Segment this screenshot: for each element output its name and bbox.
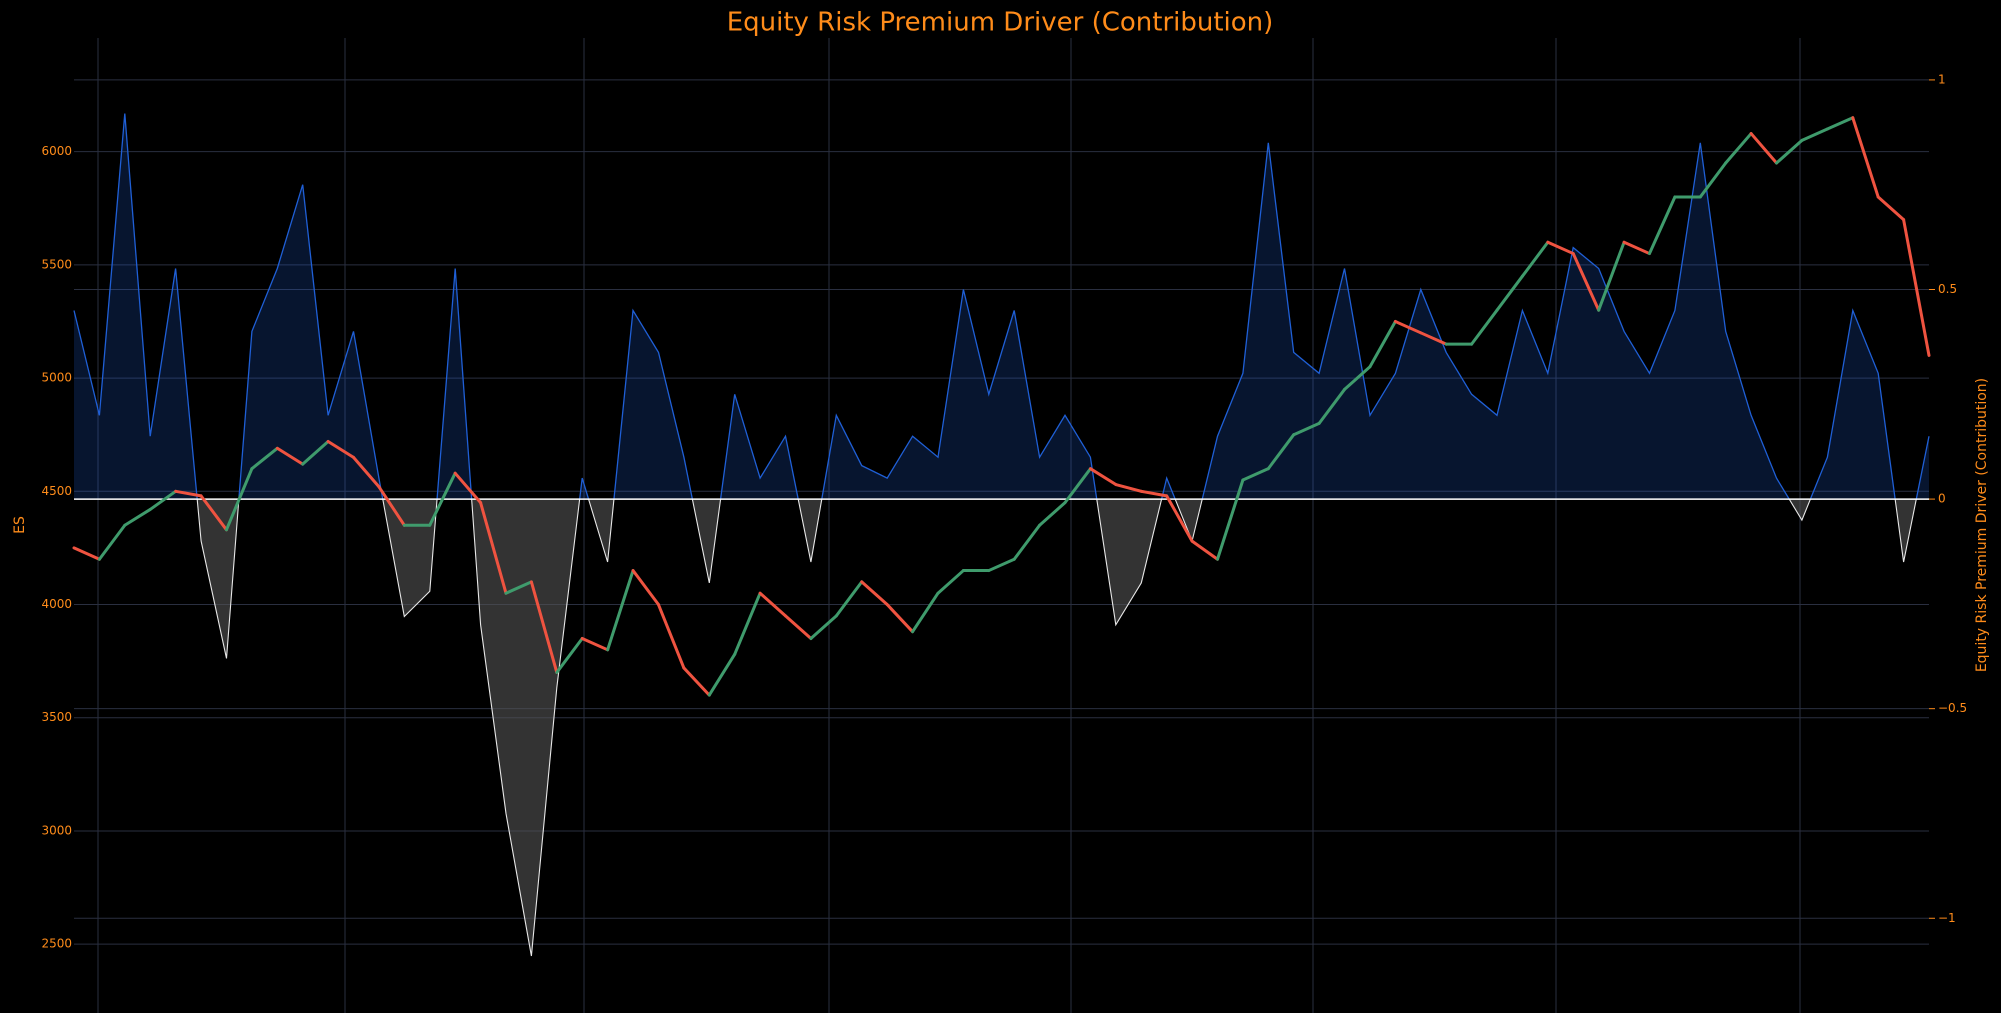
line-positive — [73, 113, 1930, 500]
price-segment — [911, 591, 940, 634]
price-segment — [123, 507, 152, 527]
price-segment — [174, 489, 203, 498]
price-segment — [428, 471, 457, 527]
price-segment — [479, 501, 508, 595]
price-segment — [733, 591, 762, 656]
y-tick-label: 4500 — [41, 484, 72, 498]
price-segment — [1902, 218, 1931, 357]
y2-tick-label: 0 — [1938, 492, 1946, 506]
area-positive — [74, 113, 1929, 500]
y-tick-label: 6000 — [41, 144, 72, 158]
price-segment — [1495, 274, 1524, 312]
price-segment — [1393, 319, 1423, 335]
price-segment — [1114, 483, 1143, 493]
price-segment — [1775, 138, 1804, 165]
price-segment — [1165, 494, 1194, 543]
price-segment — [860, 580, 889, 607]
price-segment — [326, 439, 356, 459]
price-segment — [1215, 478, 1245, 561]
y-tick-label: 5500 — [41, 257, 72, 271]
price-segment — [250, 446, 279, 471]
price-segment — [1012, 523, 1042, 561]
price-segment — [682, 666, 711, 697]
price-segment — [1139, 489, 1169, 498]
price-segment — [504, 580, 533, 595]
price-segment — [784, 614, 813, 640]
price-segment — [1851, 116, 1880, 199]
price-segment — [987, 557, 1016, 573]
price-segment — [1749, 132, 1779, 165]
price-segment — [1622, 240, 1651, 256]
line-negative — [196, 499, 1917, 957]
price-segment — [834, 580, 864, 618]
price-segment — [555, 636, 584, 674]
price-segment — [1266, 433, 1296, 471]
price-segment — [1597, 240, 1626, 312]
y2-tick-label: 0.5 — [1938, 282, 1957, 296]
price-segment — [1647, 195, 1677, 256]
price-segment — [1800, 127, 1829, 142]
y-tick-label: 3500 — [41, 710, 72, 724]
price-segment — [275, 446, 305, 466]
price-segment — [1368, 319, 1397, 369]
price-segment — [224, 467, 254, 532]
price-segment — [631, 569, 660, 607]
price-segment — [1470, 308, 1499, 346]
price-segment — [199, 494, 228, 532]
price-segment — [707, 652, 737, 697]
price-segment — [1038, 501, 1067, 527]
y2-axis-label: Equity Risk Premium Driver (Contribution… — [1974, 378, 1990, 672]
price-segment — [352, 455, 381, 489]
price-segment — [936, 569, 965, 595]
price-segment — [1876, 195, 1906, 222]
price-segment — [1571, 252, 1601, 312]
price-segment — [1698, 161, 1728, 199]
price-segment — [1724, 132, 1753, 165]
y-tick-label: 2500 — [41, 937, 72, 951]
price-segment — [148, 489, 178, 511]
price-segment — [529, 580, 559, 674]
y2-tick-label: 1 — [1938, 72, 1946, 86]
chart-title: Equity Risk Premium Driver (Contribution… — [727, 8, 1274, 38]
price-segment — [1292, 421, 1321, 437]
price-segment — [301, 439, 330, 466]
y2-tick-label: −0.5 — [1938, 701, 1967, 715]
price-segment — [1419, 331, 1448, 346]
price-segment — [809, 614, 838, 640]
y-tick-label: 4000 — [41, 597, 72, 611]
y2-tick-label: −1 — [1938, 911, 1956, 925]
price-segment — [1825, 116, 1855, 131]
area-negative — [197, 499, 1917, 956]
price-segment — [580, 636, 610, 652]
price-segment — [377, 485, 406, 527]
price-segment — [656, 603, 686, 670]
price-segment — [758, 591, 788, 618]
price-segment — [1546, 240, 1575, 256]
price-segment — [885, 603, 915, 634]
plot — [72, 38, 1935, 1013]
y-axis-label: ES — [12, 516, 28, 534]
price-segment — [1343, 365, 1372, 391]
price-segment — [606, 569, 635, 652]
price-segment — [1190, 539, 1219, 561]
price-segment — [1088, 467, 1118, 487]
price-segment — [72, 546, 101, 561]
price-segment — [1063, 467, 1092, 505]
price-segment — [1241, 467, 1270, 482]
y-tick-label: 3000 — [41, 823, 72, 837]
price-segment — [97, 523, 127, 561]
y-tick-label: 5000 — [41, 371, 72, 385]
price-segment — [1317, 387, 1347, 425]
price-segment — [1520, 240, 1550, 278]
price-segment — [453, 471, 483, 505]
